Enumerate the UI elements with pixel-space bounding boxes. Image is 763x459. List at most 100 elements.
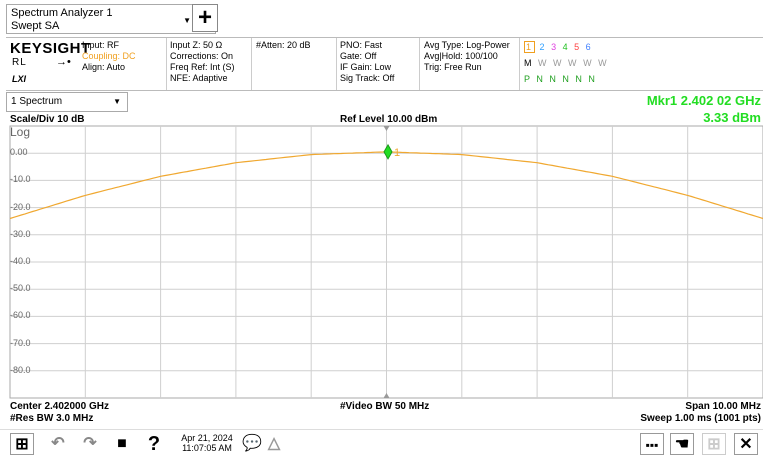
video-bw[interactable]: #Video BW 50 MHz: [340, 401, 430, 412]
mode-selector[interactable]: Spectrum Analyzer 1 Swept SA ▼: [6, 4, 216, 34]
top-bar: Spectrum Analyzer 1 Swept SA ▼ +: [0, 0, 763, 36]
freq-ref-value: Freq Ref: Int (S): [170, 62, 235, 72]
undo-button[interactable]: ↶: [46, 433, 70, 455]
datetime: Apr 21, 2024 11:07:05 AM: [172, 433, 242, 453]
detector: N: [536, 74, 545, 84]
spectrum-plot[interactable]: 1: [0, 124, 763, 400]
input-z-settings[interactable]: Input Z: 50 Ω Corrections: On Freq Ref: …: [170, 40, 235, 84]
y-tick-label: -40.0: [10, 256, 31, 266]
trace-type: W: [538, 58, 549, 68]
plot-grid: [10, 126, 763, 398]
grid-button[interactable]: ▪▪▪: [640, 433, 664, 455]
align-value: Align: Auto: [82, 62, 126, 72]
trace-type-label: M: [524, 58, 534, 68]
atten-value: #Atten: 20 dB: [256, 40, 311, 50]
trace-number: 1: [524, 41, 536, 53]
trace-type: W: [583, 58, 594, 68]
trace-number: 6: [585, 42, 593, 52]
y-tick-label: -30.0: [10, 228, 31, 239]
detector-label: P: [524, 74, 532, 84]
trig-value: Trig: Free Run: [424, 62, 482, 72]
divider: [166, 38, 167, 90]
atten-settings[interactable]: #Atten: 20 dB: [256, 40, 311, 51]
avg-hold-value: Avg|Hold: 100/100: [424, 51, 498, 61]
redo-button[interactable]: ↷: [78, 433, 102, 455]
window-name: 1 Spectrum: [11, 96, 63, 107]
span[interactable]: Span 10.00 MHz: [685, 401, 761, 412]
trace-type: W: [553, 58, 564, 68]
measurement-name: Swept SA: [11, 20, 60, 32]
center-frequency[interactable]: Center 2.402000 GHz: [10, 401, 109, 412]
help-icon: ?: [147, 433, 161, 455]
input-arrow-icon: →•: [56, 56, 71, 68]
trace-number: 5: [574, 42, 582, 52]
messages-button[interactable]: 💬: [240, 433, 264, 455]
trace-settings[interactable]: 1 2 3 4 5 6 M W W W W W P N N N N N: [524, 40, 614, 90]
expand-button[interactable]: ✕: [734, 433, 758, 455]
gate-value: Gate: Off: [340, 51, 377, 61]
touch-button[interactable]: ☚: [670, 433, 694, 455]
y-tick-label: -70.0: [10, 337, 31, 348]
scale-div: Scale/Div 10 dB: [10, 114, 85, 125]
marker-frequency: Mkr1 2.402 02 GHz: [646, 93, 761, 108]
y-tick-label: -20.0: [10, 201, 31, 212]
divider: [419, 38, 420, 90]
marker-label: 1: [394, 147, 400, 159]
avg-type-value: Avg Type: Log-Power: [424, 40, 510, 50]
rl-indicator: RL: [12, 57, 27, 68]
redo-icon: ↷: [83, 435, 97, 452]
res-bw[interactable]: #Res BW 3.0 MHz: [10, 413, 94, 424]
sig-track-value: Sig Track: Off: [340, 73, 395, 83]
mode-name: Spectrum Analyzer 1: [11, 7, 113, 19]
chevron-down-icon: ▼: [113, 97, 121, 106]
detector: N: [549, 74, 558, 84]
lxi-logo: LXI: [12, 74, 27, 84]
trace-number: 2: [539, 42, 547, 52]
trace-detectors: P N N N N N: [524, 74, 597, 85]
y-tick-label: -60.0: [10, 310, 31, 321]
alert-button[interactable]: △: [262, 433, 286, 455]
folder-icon: ■: [117, 435, 127, 452]
window-selector[interactable]: 1 Spectrum ▼: [6, 92, 128, 112]
trace-type: W: [568, 58, 579, 68]
avg-settings[interactable]: Avg Type: Log-Power Avg|Hold: 100/100 Tr…: [424, 40, 510, 73]
marker-1[interactable]: 1: [383, 126, 401, 398]
nfe-value: NFE: Adaptive: [170, 73, 228, 83]
keysight-logo: KEYSIGHT: [10, 40, 91, 57]
help-button[interactable]: ?: [142, 433, 166, 455]
marker-diamond[interactable]: [383, 143, 393, 160]
plus-icon: +: [197, 4, 212, 31]
windows-button[interactable]: ⊞: [10, 433, 34, 455]
grid-icon: ▪▪▪: [645, 438, 659, 452]
touch-icon: ☚: [674, 436, 690, 453]
marker-amplitude: 3.33 dBm: [703, 110, 761, 125]
expand-icon: ✕: [739, 436, 753, 453]
divider: [519, 38, 520, 90]
layout-button[interactable]: ⊞: [702, 433, 726, 455]
center-tick-triangle: [383, 393, 390, 398]
trace-number: 3: [551, 42, 559, 52]
detector: N: [588, 74, 597, 84]
chat-icon: 💬: [242, 435, 262, 452]
trace-numbers: 1 2 3 4 5 6: [524, 41, 593, 53]
time: 11:07:05 AM: [182, 443, 232, 453]
warning-icon: △: [267, 435, 281, 452]
input-settings[interactable]: Input: RF Coupling: DC Align: Auto: [82, 40, 136, 73]
coupling-value: Coupling: DC: [82, 51, 136, 61]
undo-icon: ↶: [51, 435, 65, 452]
windows-icon: ⊞: [15, 436, 29, 453]
detector: N: [575, 74, 584, 84]
add-screen-button[interactable]: +: [192, 4, 218, 32]
file-button[interactable]: ■: [110, 433, 134, 455]
trace-type: W: [598, 58, 609, 68]
divider: [251, 38, 252, 90]
sweep-settings[interactable]: PNO: Fast Gate: Off IF Gain: Low Sig Tra…: [340, 40, 394, 84]
ref-level: Ref Level 10.00 dBm: [340, 114, 438, 125]
if-gain-value: IF Gain: Low: [340, 62, 392, 72]
sweep-time[interactable]: Sweep 1.00 ms (1001 pts): [640, 413, 761, 424]
settings-panel: KEYSIGHT RL →• LXI Input: RF Coupling: D…: [6, 37, 763, 91]
y-tick-label: -80.0: [10, 364, 31, 375]
trace-types: M W W W W W: [524, 58, 609, 69]
date: Apr 21, 2024: [181, 433, 233, 443]
scale-type: Log: [10, 125, 31, 139]
